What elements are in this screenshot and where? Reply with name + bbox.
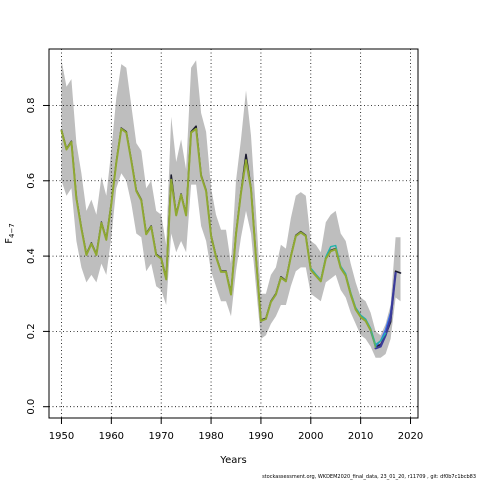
y-axis-title-subscript: 4−7 (8, 223, 16, 238)
y-axis: 0.0 0.2 0.4 0.6 0.8 (26, 98, 50, 415)
x-tick-label-1960: 1960 (99, 431, 124, 442)
y-tick-label-1: 0.2 (26, 323, 37, 339)
x-tick-label-1950: 1950 (49, 431, 74, 442)
x-axis-title: Years (219, 455, 246, 466)
y-tick-label-4: 0.8 (26, 98, 37, 114)
x-axis: 1950 1960 1970 1980 1990 2000 2010 2020 (49, 417, 423, 442)
x-tick-label-2000: 2000 (298, 431, 323, 442)
x-tick-label-2010: 2010 (348, 431, 373, 442)
series-line-6 (60, 127, 372, 332)
x-tick-label-1990: 1990 (248, 431, 273, 442)
series-layer (60, 125, 402, 350)
footer-note: stockassessment.org, WKDEM2020_final_dat… (262, 474, 476, 480)
y-axis-title: F4−7 (4, 223, 16, 244)
confidence-band-layer (61, 60, 401, 358)
y-tick-label-0: 0.0 (26, 399, 37, 415)
x-tick-label-1970: 1970 (148, 431, 173, 442)
y-tick-label-2: 0.4 (26, 248, 37, 264)
confidence-band (61, 60, 401, 358)
series-line-3 (374, 271, 397, 350)
x-tick-label-1980: 1980 (198, 431, 223, 442)
y-tick-label-3: 0.6 (26, 173, 37, 189)
y-axis-title-main: F (4, 238, 15, 244)
x-tick-label-2020: 2020 (398, 431, 423, 442)
